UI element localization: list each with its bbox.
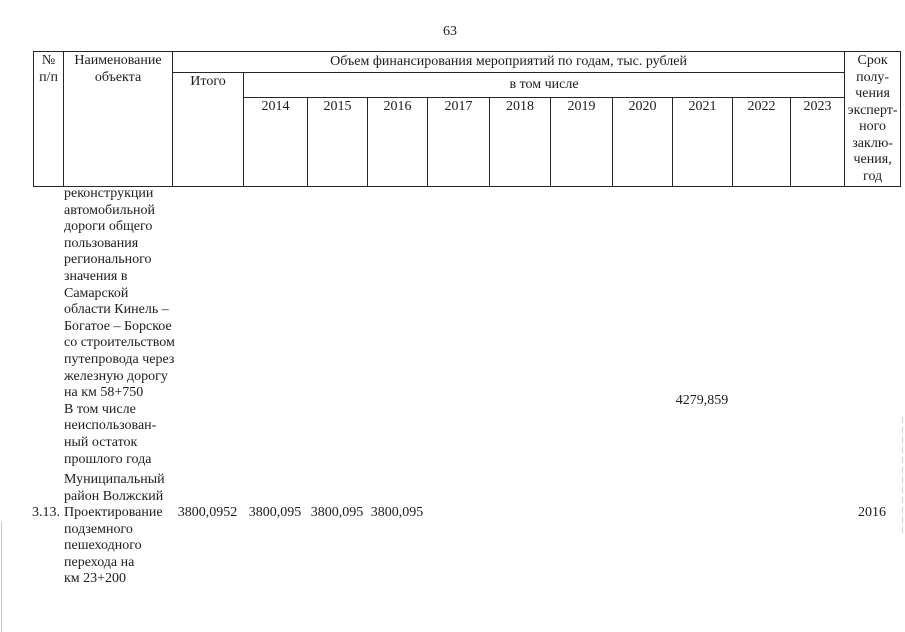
- row-continuation-value-2021: 4279,859: [675, 393, 729, 408]
- scan-artifact-left-edge: [1, 522, 2, 632]
- header-cell-year-2021: 2021: [672, 97, 733, 187]
- header-cell-year-2016: 2016: [367, 97, 428, 187]
- header-cell-expert-term: Срок полу- чения эксперт- ного заклю- че…: [844, 51, 902, 187]
- row-3-13-number: 3.13.: [32, 505, 60, 520]
- header-cell-year-2015: 2015: [307, 97, 368, 187]
- scan-artifact-right-edge: [902, 417, 903, 535]
- header-cell-year-2019: 2019: [550, 97, 613, 187]
- header-cell-row-number: № п/п: [33, 51, 64, 187]
- row-3-13-value-2014: 3800,095: [248, 505, 302, 520]
- row-continuation-object-name: реконструкции автомобильной дороги общег…: [64, 186, 175, 467]
- header-cell-year-2018: 2018: [489, 97, 551, 187]
- financing-table-header: № п/п Наименование объекта Объем финанси…: [33, 51, 902, 187]
- row-3-13-total: 3800,0952: [177, 505, 238, 520]
- header-cell-object-name: Наименование объекта: [63, 51, 173, 187]
- page-number: 63: [443, 24, 457, 39]
- row-3-13-value-2016: 3800,095: [370, 505, 424, 520]
- header-cell-total: Итого: [172, 72, 244, 187]
- header-cell-year-2023: 2023: [789, 97, 846, 187]
- header-cell-including: в том числе: [242, 72, 846, 98]
- district-heading: Муниципальный район Волжский: [64, 472, 165, 504]
- header-cell-year-2022: 2022: [732, 97, 791, 187]
- header-cell-financing-volume: Объем финансирования мероприятий по года…: [171, 51, 846, 73]
- row-3-13-value-2015: 3800,095: [310, 505, 364, 520]
- header-cell-year-2014: 2014: [243, 97, 308, 187]
- header-cell-year-2020: 2020: [612, 97, 673, 187]
- row-3-13-object-name: Проектирование подземного пешеходного пе…: [64, 505, 163, 587]
- row-3-13-expert-term: 2016: [858, 505, 886, 520]
- header-cell-year-2017: 2017: [427, 97, 490, 187]
